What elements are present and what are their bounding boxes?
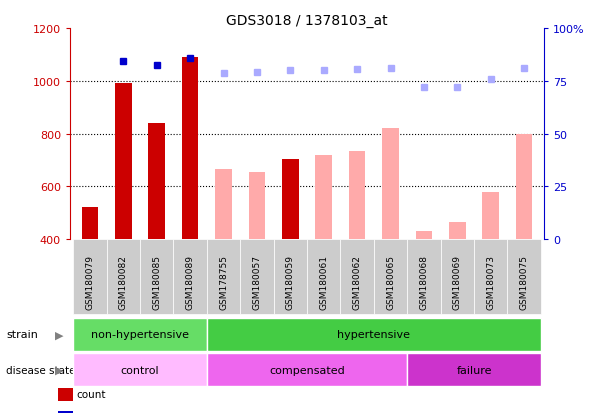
- Bar: [416, 232, 432, 240]
- Bar: [449, 223, 466, 240]
- Bar: [516, 134, 533, 240]
- Text: GSM178755: GSM178755: [219, 255, 228, 310]
- Text: GSM180089: GSM180089: [185, 255, 195, 310]
- Text: hypertensive: hypertensive: [337, 330, 410, 339]
- Bar: [349, 152, 365, 240]
- Text: ▶: ▶: [55, 365, 63, 375]
- Text: GSM180073: GSM180073: [486, 255, 496, 310]
- Bar: [482, 193, 499, 240]
- Bar: [249, 172, 265, 240]
- Text: GSM180059: GSM180059: [286, 255, 295, 310]
- Text: count: count: [76, 389, 106, 399]
- Text: strain: strain: [6, 330, 38, 339]
- Title: GDS3018 / 1378103_at: GDS3018 / 1378103_at: [226, 14, 388, 28]
- Text: GSM180079: GSM180079: [86, 255, 94, 310]
- Text: GSM180061: GSM180061: [319, 255, 328, 310]
- Bar: [182, 58, 198, 240]
- Text: failure: failure: [456, 365, 492, 375]
- Text: GSM180075: GSM180075: [520, 255, 528, 310]
- Bar: [282, 159, 299, 240]
- Bar: [81, 208, 98, 240]
- Text: compensated: compensated: [269, 365, 345, 375]
- Bar: [382, 129, 399, 240]
- Text: GSM180062: GSM180062: [353, 255, 362, 310]
- Bar: [316, 156, 332, 240]
- Bar: [148, 124, 165, 240]
- Text: non-hypertensive: non-hypertensive: [91, 330, 189, 339]
- Text: percentile rank within the sample: percentile rank within the sample: [76, 412, 252, 413]
- Bar: [115, 84, 132, 240]
- Bar: [215, 170, 232, 240]
- Text: GSM180082: GSM180082: [119, 255, 128, 310]
- Text: ▶: ▶: [55, 330, 63, 339]
- Text: GSM180069: GSM180069: [453, 255, 462, 310]
- Text: GSM180057: GSM180057: [252, 255, 261, 310]
- Text: disease state: disease state: [6, 365, 75, 375]
- Text: GSM180085: GSM180085: [152, 255, 161, 310]
- Text: control: control: [121, 365, 159, 375]
- Text: GSM180065: GSM180065: [386, 255, 395, 310]
- Text: GSM180068: GSM180068: [420, 255, 429, 310]
